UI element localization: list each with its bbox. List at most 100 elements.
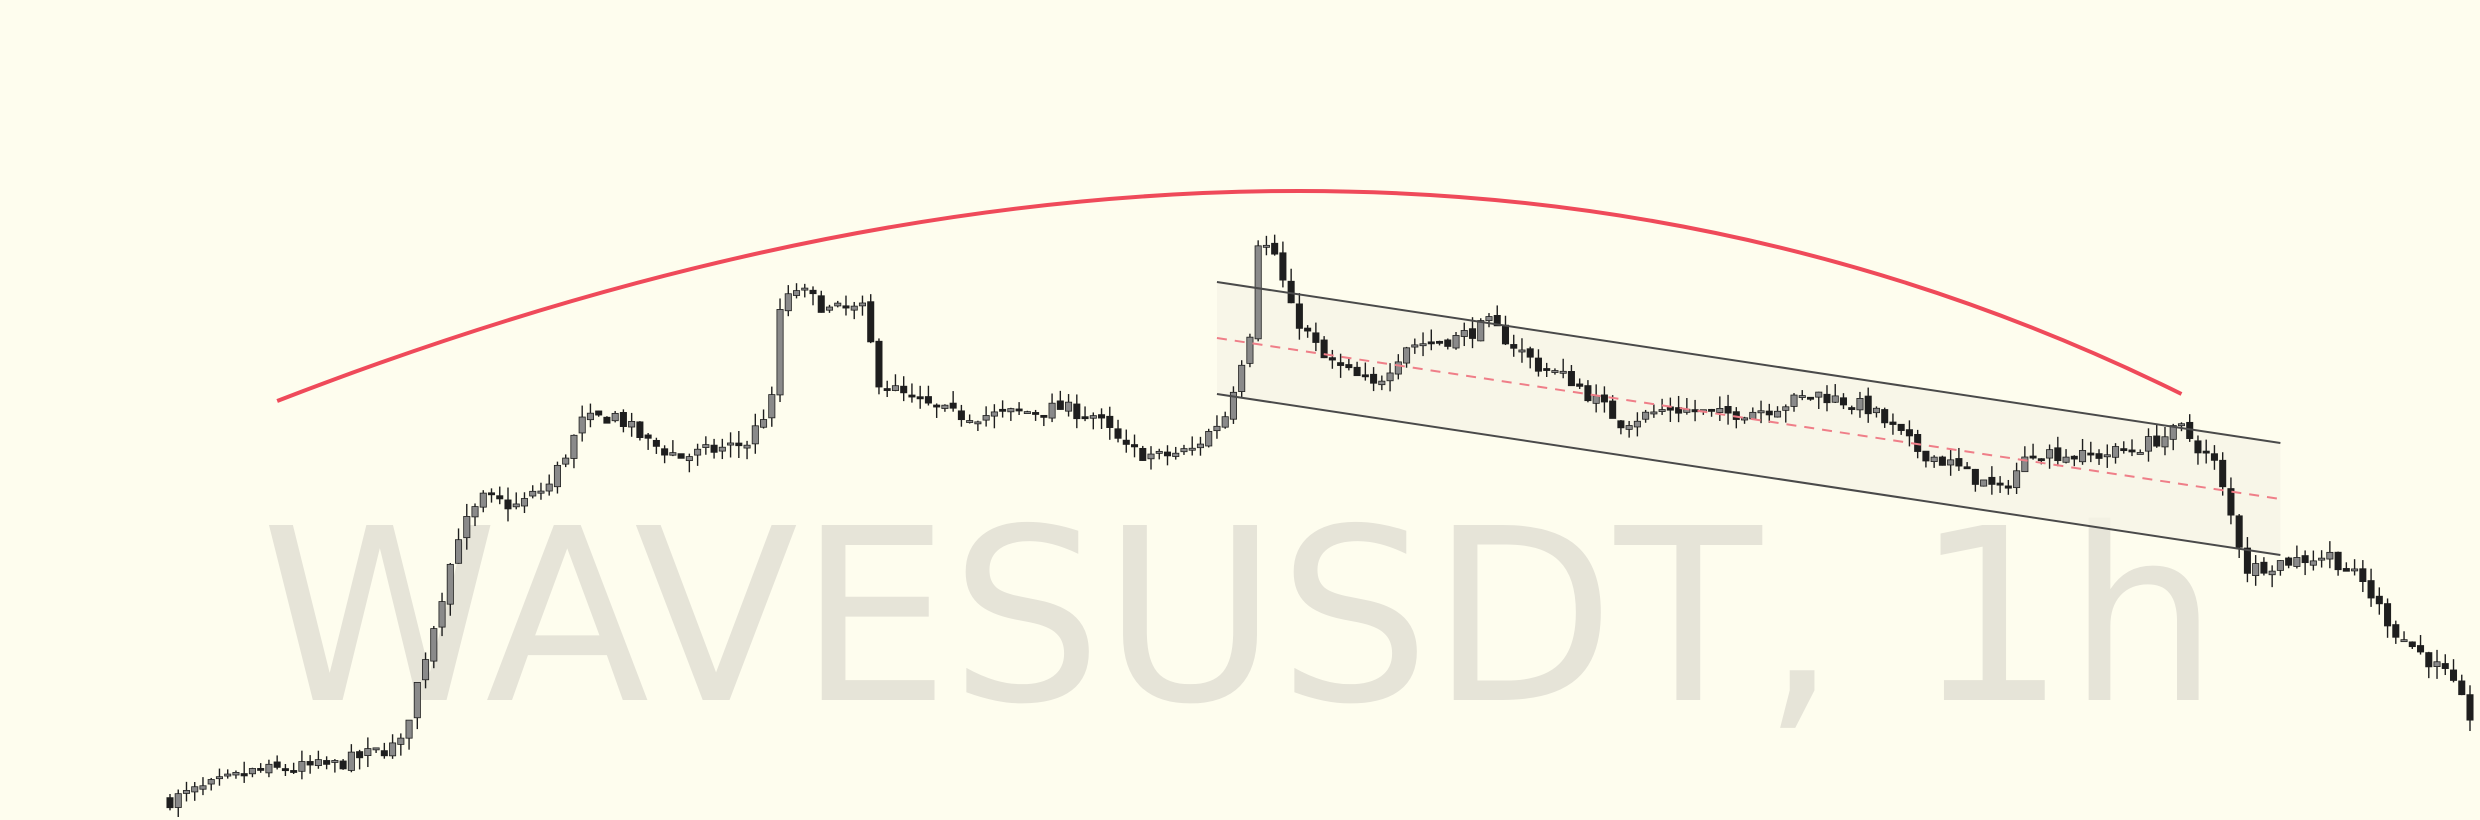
candles — [166, 234, 2474, 817]
candle-body — [1337, 362, 1345, 366]
candle — [834, 300, 842, 308]
candle-body — [191, 786, 199, 793]
candle-body — [1427, 341, 1435, 345]
candle-body — [908, 394, 916, 398]
candle — [768, 386, 776, 427]
candle — [1205, 428, 1213, 448]
rounding-top-arc — [276, 189, 2183, 403]
candle-body — [1007, 408, 1015, 413]
candle-body — [619, 412, 627, 427]
candle-body — [2351, 568, 2359, 572]
candle — [1279, 241, 1287, 288]
candle — [1493, 305, 1501, 327]
candle-body — [422, 659, 430, 681]
candle — [389, 734, 397, 759]
candle — [1551, 368, 1559, 375]
candle — [710, 438, 718, 459]
candle — [1304, 325, 1312, 338]
candle — [982, 406, 990, 427]
candle — [1106, 406, 1114, 440]
candle — [1658, 398, 1666, 415]
candle-body — [281, 768, 289, 772]
candle-body — [1196, 443, 1204, 449]
candle — [1930, 455, 1938, 468]
candle — [1065, 394, 1073, 417]
candle-body — [1262, 244, 1270, 248]
candle-body — [586, 412, 594, 421]
candle — [2458, 674, 2466, 696]
candle — [2087, 441, 2095, 463]
candle-body — [2062, 456, 2070, 463]
candle-body — [1889, 421, 1897, 425]
candle-body — [751, 425, 759, 445]
candle-body — [1460, 330, 1468, 337]
candle-body — [438, 601, 446, 628]
candle — [1246, 333, 1254, 368]
symbol-watermark: WAVESUSDT, 1h — [261, 477, 2219, 757]
candle — [990, 404, 998, 429]
candle-body — [1897, 423, 1905, 431]
candle-body — [2202, 450, 2210, 454]
candle-body — [487, 492, 496, 496]
candle-body — [933, 404, 941, 408]
candle-body — [1806, 396, 1815, 400]
candle — [867, 294, 875, 344]
candle-body — [1452, 335, 1460, 349]
candle-body — [463, 516, 471, 539]
candle — [430, 625, 438, 669]
candle-body — [2293, 557, 2301, 567]
candle-body — [430, 628, 438, 662]
candle-body — [1567, 371, 1575, 387]
candle — [1370, 367, 1378, 392]
candle — [2392, 620, 2400, 644]
candle-body — [553, 464, 561, 488]
channel-lower-line — [1216, 393, 2281, 556]
candle — [2004, 479, 2012, 495]
candle — [2128, 439, 2136, 457]
candle — [1403, 346, 1411, 368]
drawings-over — [276, 189, 2281, 556]
candle-body — [2449, 669, 2458, 681]
candle-body — [2219, 459, 2227, 488]
candle — [595, 410, 603, 417]
candle-body — [1114, 428, 1122, 439]
candle-body — [710, 444, 718, 453]
candle-body — [298, 761, 306, 772]
candle-body — [1370, 373, 1378, 384]
candle-body — [504, 499, 512, 510]
candle-body — [1526, 348, 1534, 358]
candle-body — [1839, 397, 1847, 406]
candle — [166, 793, 174, 811]
candle-body — [603, 416, 611, 424]
candle — [397, 733, 405, 756]
candle-body — [2021, 456, 2029, 473]
candle — [1980, 479, 1988, 487]
candle-body — [2417, 645, 2425, 653]
candle — [1518, 338, 1526, 363]
candle-body — [2161, 436, 2169, 448]
candle — [2111, 443, 2120, 464]
candle — [2227, 477, 2235, 525]
candle — [364, 737, 372, 768]
candle — [718, 438, 726, 460]
candle — [281, 763, 289, 776]
candle — [2202, 439, 2210, 464]
candle — [1815, 391, 1823, 410]
candle-body — [2235, 515, 2243, 548]
candle — [1089, 412, 1097, 430]
candle — [422, 652, 430, 689]
candle-body — [1403, 347, 1411, 364]
candle — [290, 762, 298, 775]
candle — [2054, 436, 2062, 467]
candle — [257, 763, 265, 773]
candle-body — [2227, 488, 2235, 516]
candle-body — [2194, 440, 2202, 454]
candle-body — [2408, 641, 2416, 648]
candle — [1782, 404, 1790, 423]
candle-body — [248, 768, 256, 775]
candle — [628, 412, 636, 437]
candle-body — [2169, 425, 2177, 440]
candle-body — [2153, 435, 2161, 447]
candle — [347, 744, 355, 773]
candle-body — [1823, 393, 1831, 404]
